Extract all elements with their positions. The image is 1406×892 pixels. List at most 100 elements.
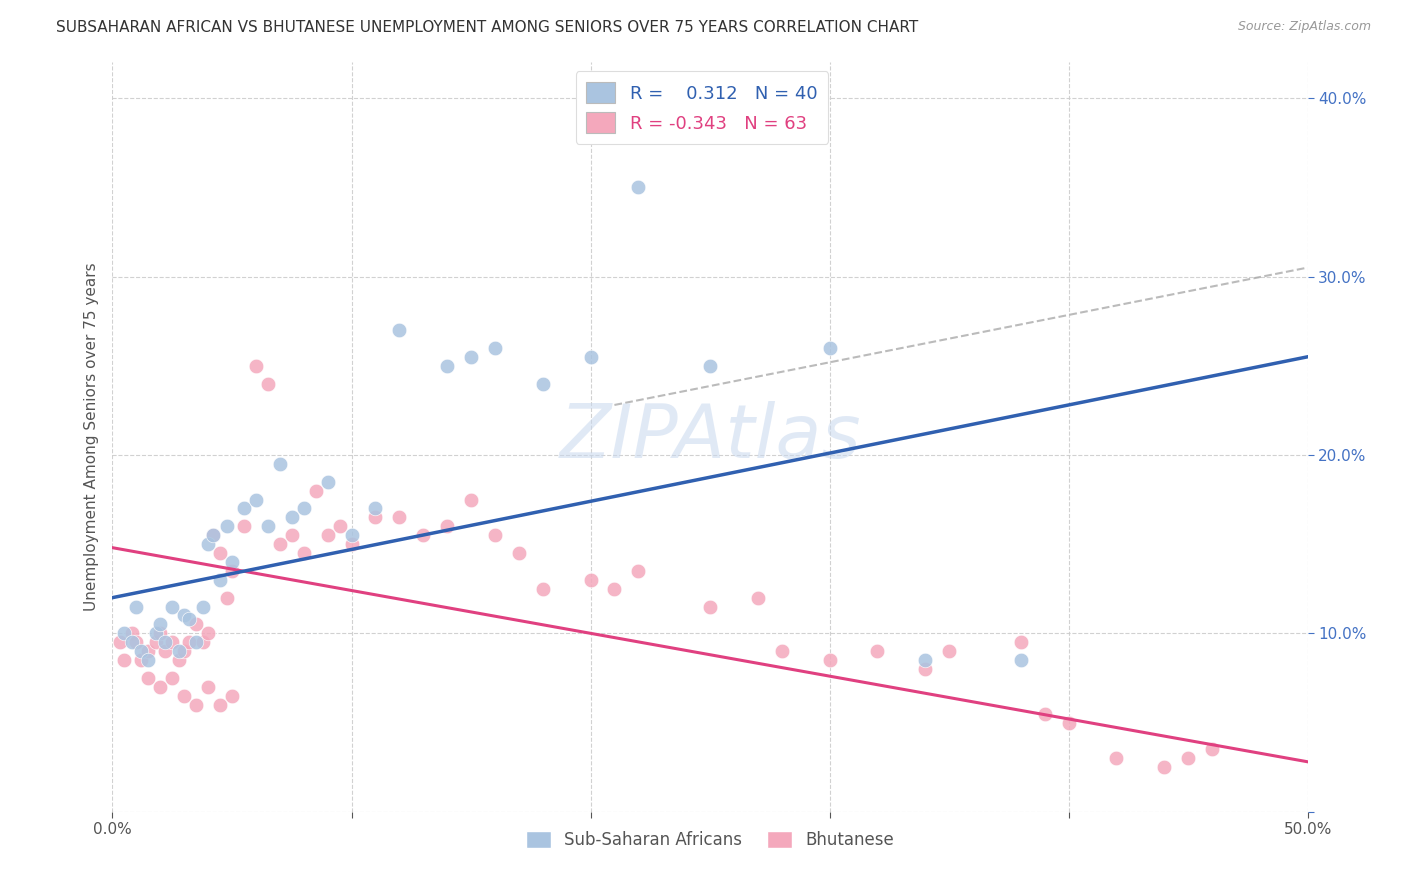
Point <box>412 528 434 542</box>
Point <box>129 653 152 667</box>
Point <box>245 492 267 507</box>
Point <box>340 528 363 542</box>
Point <box>138 644 160 658</box>
Point <box>460 492 482 507</box>
Point <box>217 591 239 605</box>
Point <box>818 341 841 355</box>
Point <box>245 359 267 373</box>
Point <box>364 510 387 524</box>
Point <box>177 612 200 626</box>
Point <box>177 635 200 649</box>
Point <box>388 510 411 524</box>
Point <box>269 457 291 471</box>
Point <box>108 635 131 649</box>
Point <box>145 635 167 649</box>
Point <box>129 644 152 658</box>
Point <box>162 671 183 685</box>
Point <box>1033 706 1056 721</box>
Point <box>209 573 232 587</box>
Point <box>484 341 506 355</box>
Point <box>531 376 554 391</box>
Point <box>1010 635 1032 649</box>
Point <box>145 626 167 640</box>
Point <box>114 653 135 667</box>
Point <box>1010 653 1032 667</box>
Point <box>914 662 936 676</box>
Point <box>197 680 219 694</box>
Point <box>209 698 232 712</box>
Point <box>340 537 363 551</box>
Point <box>153 635 176 649</box>
Point <box>292 546 315 560</box>
Point <box>201 528 224 542</box>
Point <box>173 644 195 658</box>
Y-axis label: Unemployment Among Seniors over 75 years: Unemployment Among Seniors over 75 years <box>84 263 100 611</box>
Point <box>316 475 339 489</box>
Point <box>364 501 387 516</box>
Point <box>121 635 143 649</box>
Point <box>603 582 626 596</box>
Point <box>257 376 280 391</box>
Point <box>603 109 626 123</box>
Point <box>233 501 256 516</box>
Point <box>305 483 328 498</box>
Point <box>221 689 243 703</box>
Point <box>193 599 215 614</box>
Point <box>162 635 183 649</box>
Point <box>186 617 208 632</box>
Point <box>125 635 148 649</box>
Point <box>436 359 458 373</box>
Point <box>699 599 721 614</box>
Point <box>747 591 769 605</box>
Point <box>186 635 208 649</box>
Point <box>292 501 315 516</box>
Point <box>460 350 482 364</box>
Point <box>1105 751 1128 765</box>
Point <box>508 546 530 560</box>
Point <box>436 519 458 533</box>
Text: ZIPAtlas: ZIPAtlas <box>560 401 860 473</box>
Point <box>162 599 183 614</box>
Point <box>221 564 243 578</box>
Point <box>197 537 219 551</box>
Point <box>818 653 841 667</box>
Point <box>221 555 243 569</box>
Point <box>257 519 280 533</box>
Point <box>138 653 160 667</box>
Point <box>233 519 256 533</box>
Point <box>866 644 889 658</box>
Point <box>1057 715 1080 730</box>
Point <box>579 573 602 587</box>
Point <box>201 528 224 542</box>
Point <box>938 644 960 658</box>
Point <box>138 671 160 685</box>
Point <box>579 350 602 364</box>
Point <box>169 644 191 658</box>
Point <box>125 599 148 614</box>
Text: Source: ZipAtlas.com: Source: ZipAtlas.com <box>1237 20 1371 33</box>
Point <box>153 644 176 658</box>
Point <box>316 528 339 542</box>
Point <box>193 635 215 649</box>
Point <box>186 698 208 712</box>
Point <box>209 546 232 560</box>
Point <box>484 528 506 542</box>
Point <box>269 537 291 551</box>
Text: SUBSAHARAN AFRICAN VS BHUTANESE UNEMPLOYMENT AMONG SENIORS OVER 75 YEARS CORRELA: SUBSAHARAN AFRICAN VS BHUTANESE UNEMPLOY… <box>56 20 918 35</box>
Point <box>699 359 721 373</box>
Point <box>149 617 172 632</box>
Point <box>217 519 239 533</box>
Point <box>388 323 411 337</box>
Point <box>914 653 936 667</box>
Point <box>281 528 304 542</box>
Point <box>173 608 195 623</box>
Point <box>531 582 554 596</box>
Point <box>149 680 172 694</box>
Point <box>329 519 352 533</box>
Point <box>281 510 304 524</box>
Point <box>627 180 650 194</box>
Point <box>169 653 191 667</box>
Point <box>173 689 195 703</box>
Point <box>1153 760 1175 774</box>
Point <box>114 626 135 640</box>
